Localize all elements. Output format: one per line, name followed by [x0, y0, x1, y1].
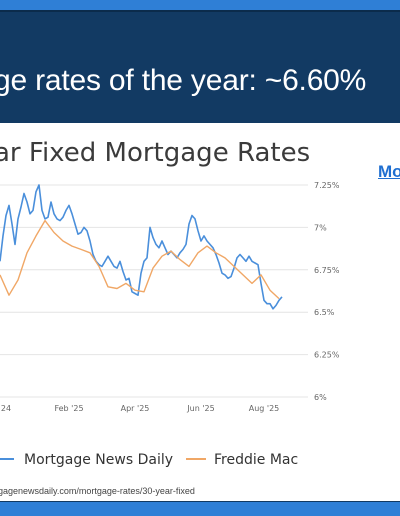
legend-label: Mortgage News Daily [24, 452, 173, 468]
x-tick-label: Apr '25 [121, 404, 150, 413]
chart-title: ar Fixed Mortgage Rates [0, 138, 311, 168]
slide-headline: ge rates of the year: ~6.60% [0, 64, 367, 97]
x-tick-label: Feb '25 [54, 404, 83, 413]
series-line-mortgage-news-daily [0, 184, 283, 310]
y-tick-label: 7.25% [314, 181, 340, 190]
mortgage-rates-chart: 7.25% 7% 6.75% 6.5% 6.25% 6% 24 Feb '25 Apr '25… [0, 181, 340, 468]
legend-label: Freddie Mac [214, 452, 298, 468]
top-accent-strip [0, 0, 400, 10]
x-tick-label: Aug '25 [249, 404, 280, 413]
source-url[interactable]: gagenewsdaily.com/mortgage-rates/30-year… [0, 486, 195, 496]
top-accent-divider [0, 10, 400, 12]
series-line-freddie-mac [0, 219, 280, 300]
x-tick-label: 24 [1, 404, 11, 413]
y-tick-label: 7% [314, 223, 327, 232]
y-tick-label: 6% [314, 393, 327, 402]
y-tick-label: 6.25% [314, 351, 340, 360]
y-tick-label: 6.5% [314, 308, 335, 317]
y-tick-label: 6.75% [314, 266, 340, 275]
x-tick-label: Jun '25 [186, 404, 214, 413]
bottom-accent-strip [0, 502, 400, 516]
side-link[interactable]: Mo [378, 162, 400, 181]
